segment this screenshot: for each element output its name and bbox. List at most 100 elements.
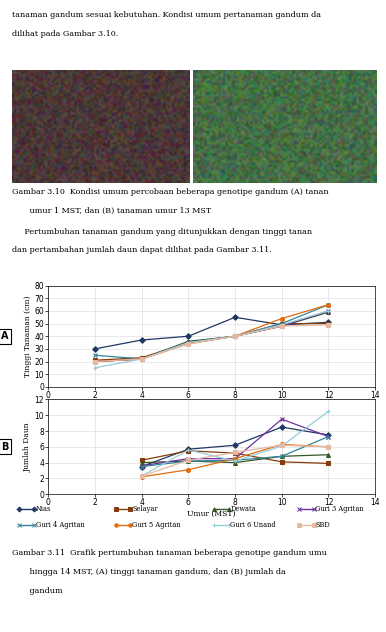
X-axis label: Umur (MST): Umur (MST) [188,510,236,518]
SBD [326,443,331,451]
Guri 4 Agritan [279,453,284,460]
Guri 4 Agritan [186,339,191,346]
Guri 3 Agritan [93,358,97,365]
Text: umur 1 MST, dan (B) tanaman umur 13 MST: umur 1 MST, dan (B) tanaman umur 13 MST [12,207,211,216]
Text: Gambar 3.10  Kondisi umum percobaan beberapa genotipe gandum (A) tanan: Gambar 3.10 Kondisi umum percobaan beber… [12,188,328,197]
Selayar [326,320,331,327]
SBD [233,332,237,340]
Dewata [279,453,284,460]
Selayar [233,332,237,340]
SBD [93,358,97,365]
Text: gandum: gandum [12,587,62,595]
Line: Nias: Nias [93,315,330,351]
Guri 5 Agritan [326,301,331,308]
Guri 4 Agritan [139,463,144,470]
Text: Guri 5 Agritan: Guri 5 Agritan [132,521,181,529]
Nias [139,336,144,344]
SBD [139,355,144,363]
Text: Guri 3 Agritan: Guri 3 Agritan [315,506,364,513]
SBD [233,449,237,456]
Guri 6 Unand [326,307,331,315]
Line: Guri 6 Unand: Guri 6 Unand [93,309,330,370]
Guri 3 Agritan [233,332,237,340]
Text: Guri 4 Agritan: Guri 4 Agritan [36,521,84,529]
Guri 6 Unand [233,458,237,465]
Text: dilihat pada Gambar 3.10.: dilihat pada Gambar 3.10. [12,30,118,39]
Line: Dewata: Dewata [93,310,330,363]
Guri 3 Agritan [279,322,284,330]
Guri 5 Agritan [139,355,144,363]
Guri 6 Unand [279,442,284,450]
Line: Nias: Nias [140,425,330,468]
SBD [186,340,191,348]
Selayar [139,354,144,362]
Guri 3 Agritan [139,355,144,363]
Dewata [326,308,331,316]
Dewata [233,332,237,340]
Guri 4 Agritan [326,301,331,308]
Text: Selayar: Selayar [132,506,157,513]
Dewata [139,355,144,363]
Dewata [326,451,331,459]
Guri 3 Agritan [186,339,191,346]
Guri 4 Agritan [186,458,191,465]
Text: dan pertambahan jumlah daun dapat dilihat pada Gambar 3.11.: dan pertambahan jumlah daun dapat diliha… [12,246,271,255]
Nias [279,423,284,431]
Line: Guri 5 Agritan: Guri 5 Agritan [140,442,330,479]
Dewata [93,358,97,365]
Line: SBD: SBD [93,323,330,363]
Text: B: B [1,442,9,452]
Guri 6 Unand [139,355,144,363]
Guri 3 Agritan [186,455,191,463]
Y-axis label: Jumlah Daun: Jumlah Daun [24,422,32,471]
Line: Guri 3 Agritan: Guri 3 Agritan [93,309,330,363]
Selayar [186,447,191,454]
Nias [186,446,191,453]
Text: Pertumbuhan tanaman gandum yang ditunjukkan dengan tinggi tanan: Pertumbuhan tanaman gandum yang ditunjuk… [12,228,312,236]
Guri 4 Agritan [139,355,144,363]
Guri 3 Agritan [326,433,331,441]
Guri 4 Agritan [326,433,331,441]
Selayar [279,320,284,327]
Selayar [139,456,144,464]
SBD [279,322,284,330]
X-axis label: Umur (MST): Umur (MST) [188,403,236,411]
Guri 6 Unand [326,408,331,415]
Guri 3 Agritan [233,455,237,463]
Line: Selayar: Selayar [140,449,330,465]
Guri 3 Agritan [326,307,331,315]
Guri 4 Agritan [93,351,97,359]
Text: Nias: Nias [36,506,51,513]
Guri 5 Agritan [186,466,191,473]
Nias [93,345,97,353]
Nias [326,319,331,326]
Nias [186,332,191,340]
Guri 5 Agritan [233,455,237,463]
Dewata [186,337,191,345]
SBD [186,456,191,464]
Guri 6 Unand [233,332,237,340]
Text: hingga 14 MST, (A) tinggi tanaman gandum, dan (B) jumlah da: hingga 14 MST, (A) tinggi tanaman gandum… [12,568,285,576]
Nias [233,313,237,321]
Selayar [279,458,284,466]
Nias [233,441,237,449]
Line: Selayar: Selayar [93,322,330,362]
Selayar [186,339,191,346]
Text: A: A [21,164,29,174]
SBD [139,472,144,480]
Text: Guri 6 Unand: Guri 6 Unand [230,521,276,529]
Line: Guri 6 Unand: Guri 6 Unand [140,410,330,478]
Guri 6 Unand [139,472,144,480]
Text: A: A [1,331,9,341]
Text: Gambar 3.11  Grafik pertumbuhan tanaman beberapa genotipe gandum umu: Gambar 3.11 Grafik pertumbuhan tanaman b… [12,549,327,557]
Guri 6 Unand [93,364,97,372]
Guri 5 Agritan [186,340,191,348]
Guri 5 Agritan [326,443,331,451]
Line: SBD: SBD [140,443,330,478]
Nias [279,321,284,329]
SBD [279,441,284,449]
Guri 5 Agritan [279,315,284,322]
Guri 5 Agritan [139,473,144,480]
Text: tanaman gandum sesuai kebutuhan. Kondisi umum pertanaman gandum da: tanaman gandum sesuai kebutuhan. Kondisi… [12,11,321,20]
Guri 6 Unand [279,321,284,329]
